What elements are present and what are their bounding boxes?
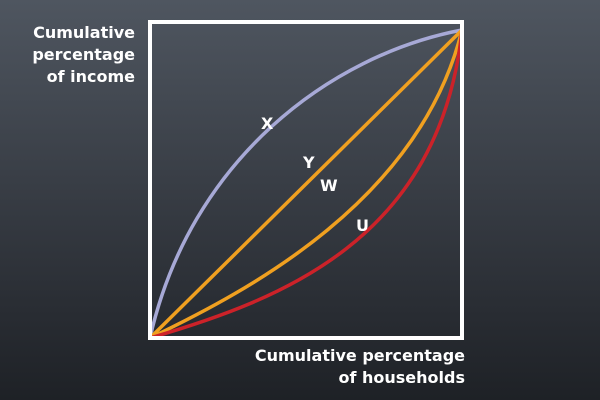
x-axis-label: Cumulative percentage of households bbox=[185, 345, 465, 389]
curve-w bbox=[149, 29, 464, 340]
curve-u bbox=[149, 29, 464, 340]
x-axis-label-line-2: of households bbox=[338, 368, 465, 387]
curve-label-y: Y bbox=[302, 153, 315, 172]
curve-label-u: U bbox=[356, 216, 369, 235]
y-axis-label-line-2: percentage bbox=[32, 45, 135, 64]
diagram-frame bbox=[148, 20, 464, 340]
curve-y-line-of-equality bbox=[148, 28, 464, 340]
curve-x bbox=[148, 28, 463, 339]
y-axis-label-line-3: of income bbox=[46, 67, 135, 86]
curve-label-x: X bbox=[261, 114, 274, 133]
y-axis-label-line-1: Cumulative bbox=[33, 23, 135, 42]
curve-label-w: W bbox=[320, 176, 338, 195]
x-axis-label-line-1: Cumulative percentage bbox=[254, 346, 465, 365]
y-axis-label: Cumulative percentage of income bbox=[0, 22, 135, 88]
